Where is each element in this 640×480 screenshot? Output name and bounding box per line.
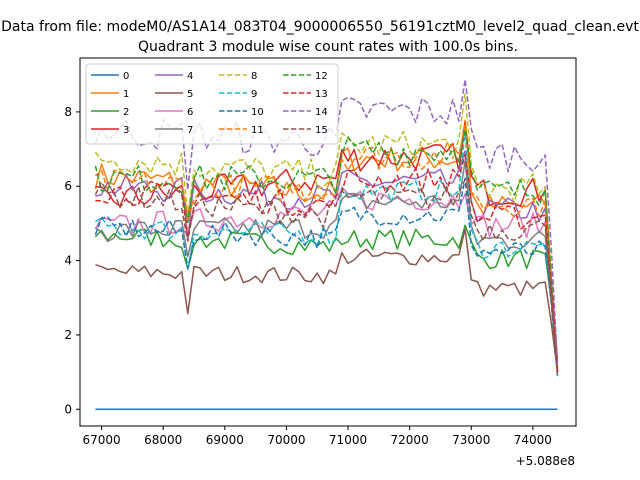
x-tick-label: 72000 — [391, 433, 429, 447]
y-tick-label: 6 — [64, 179, 72, 193]
series-line-13 — [95, 154, 559, 373]
chart-title: Quadrant 3 module wise count rates with … — [138, 39, 518, 55]
y-tick-label: 4 — [64, 254, 72, 268]
legend-label-12: 12 — [315, 71, 328, 82]
plot-lines — [94, 78, 559, 411]
y-axis: 0 2 4 6 8 — [64, 105, 80, 416]
series-line-2 — [94, 224, 559, 373]
legend-label-2: 2 — [123, 107, 129, 118]
series-line-12 — [94, 128, 559, 369]
x-tick-label: 70000 — [267, 433, 305, 447]
series-line-10 — [94, 177, 559, 376]
legend-label-5: 5 — [187, 89, 193, 100]
series-line-7 — [94, 160, 559, 373]
x-tick-label: 69000 — [206, 433, 244, 447]
chart-suptitle: Data from file: modeM0/AS1A14_083T04_900… — [1, 19, 639, 35]
legend-label-8: 8 — [251, 71, 257, 82]
series-line-1 — [94, 119, 559, 376]
legend-label-11: 11 — [251, 125, 264, 136]
x-offset-label: +5.088e8 — [516, 454, 575, 468]
legend-label-6: 6 — [187, 107, 193, 118]
y-tick-label: 8 — [64, 105, 72, 119]
legend-label-13: 13 — [315, 89, 328, 100]
legend-label-0: 0 — [123, 71, 129, 82]
x-tick-label: 74000 — [514, 433, 552, 447]
legend-label-4: 4 — [187, 71, 193, 82]
legend-box — [85, 63, 339, 145]
x-axis: 67000 68000 69000 70000 71000 72000 73000 74000 — [82, 426, 552, 447]
series-line-4 — [95, 150, 559, 373]
legend-label-1: 1 — [123, 89, 129, 100]
series-line-11 — [94, 124, 559, 373]
legend-label-7: 7 — [187, 125, 193, 136]
x-tick-label: 68000 — [144, 433, 182, 447]
x-tick-label: 71000 — [329, 433, 367, 447]
series-line-8 — [94, 93, 559, 369]
series-line-9 — [94, 129, 559, 373]
legend-label-15: 15 — [315, 125, 328, 136]
y-tick-label: 2 — [64, 328, 72, 342]
series-line-14 — [94, 78, 559, 365]
y-tick-label: 0 — [64, 402, 72, 416]
series-line-3 — [95, 122, 559, 361]
legend-label-14: 14 — [315, 107, 328, 118]
series-line-5 — [95, 228, 559, 373]
x-tick-label: 67000 — [82, 433, 120, 447]
legend-label-9: 9 — [251, 89, 257, 100]
legend-label-10: 10 — [251, 107, 264, 118]
axes-frame — [79, 57, 577, 427]
legend-label-3: 3 — [123, 125, 129, 136]
x-tick-label: 73000 — [452, 433, 490, 447]
